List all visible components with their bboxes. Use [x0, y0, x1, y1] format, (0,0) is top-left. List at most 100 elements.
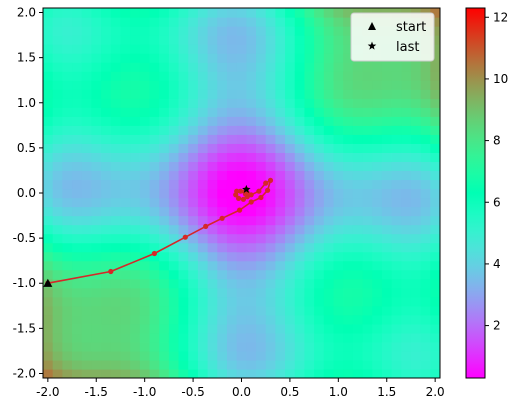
heatmap-cell: [159, 44, 170, 54]
heatmap-cell: [352, 314, 364, 325]
heatmap-cell: [420, 134, 431, 144]
heatmap-cell: [294, 26, 306, 36]
heatmap-cell: [226, 269, 238, 280]
heatmap-cell: [246, 224, 257, 235]
heatmap-cell: [381, 269, 393, 280]
heatmap-cell: [110, 215, 122, 226]
heatmap-cell: [294, 323, 306, 334]
heatmap-cell: [246, 89, 257, 99]
heatmap-cell: [168, 242, 180, 253]
heatmap-cell: [410, 215, 422, 226]
heatmap-cell: [275, 80, 286, 90]
heatmap-cell: [323, 125, 335, 135]
x-tick-label: -0.5: [181, 385, 204, 399]
heatmap-cell: [236, 278, 247, 289]
heatmap-cell: [207, 161, 218, 172]
heatmap-cell: [265, 269, 276, 280]
heatmap-cell: [323, 323, 335, 334]
heatmap-cell: [352, 98, 364, 108]
heatmap-cell: [207, 215, 218, 226]
heatmap-cell: [62, 35, 73, 45]
heatmap-cell: [265, 98, 276, 108]
heatmap-cell: [285, 179, 296, 190]
heatmap-cell: [43, 161, 54, 172]
heatmap-cell: [197, 143, 209, 153]
heatmap-cell: [256, 305, 267, 316]
heatmap-cell: [81, 44, 93, 54]
heatmap-cell: [362, 242, 373, 253]
heatmap-cell: [43, 314, 54, 325]
heatmap-cell: [168, 341, 180, 352]
heatmap-cell: [81, 107, 93, 117]
heatmap-cell: [236, 350, 247, 361]
heatmap-cell: [217, 287, 228, 298]
heatmap-cell: [139, 359, 151, 370]
heatmap-cell: [81, 287, 93, 298]
heatmap-cell: [178, 332, 189, 343]
heatmap-cell: [265, 359, 276, 370]
trajectory-point: [263, 180, 269, 186]
heatmap-cell: [120, 170, 131, 181]
heatmap-cell: [401, 206, 412, 217]
heatmap-cell: [217, 71, 228, 81]
heatmap-cell: [168, 17, 180, 27]
heatmap-cell: [130, 152, 141, 163]
heatmap-cell: [130, 242, 141, 253]
heatmap-cell: [333, 215, 344, 226]
heatmap-cell: [91, 26, 102, 36]
heatmap-cell: [333, 17, 344, 27]
heatmap-cell: [52, 251, 63, 262]
heatmap-cell: [110, 251, 122, 262]
heatmap-cell: [420, 170, 431, 181]
heatmap-cell: [314, 89, 325, 99]
heatmap-cell: [381, 332, 393, 343]
heatmap-cell: [91, 305, 102, 316]
heatmap-cell: [236, 116, 247, 126]
heatmap-cell: [159, 170, 170, 181]
heatmap-cell: [285, 89, 296, 99]
heatmap-cell: [285, 251, 296, 262]
heatmap-cell: [401, 107, 412, 117]
heatmap-cell: [420, 206, 431, 217]
heatmap-cell: [246, 134, 257, 144]
heatmap-cell: [197, 188, 209, 199]
heatmap-cell: [81, 134, 93, 144]
heatmap-cell: [62, 197, 73, 208]
heatmap-cell: [72, 233, 83, 244]
heatmap-cell: [343, 242, 354, 253]
y-tick-label: -1.0: [13, 276, 36, 290]
heatmap-cell: [246, 80, 257, 90]
heatmap-cell: [81, 206, 93, 217]
heatmap-cell: [333, 35, 344, 45]
heatmap-cell: [381, 206, 393, 217]
heatmap-cell: [333, 8, 344, 18]
heatmap-cell: [323, 53, 335, 63]
heatmap-cell: [323, 305, 335, 316]
heatmap-cell: [362, 197, 373, 208]
heatmap-cell: [343, 314, 354, 325]
heatmap-cell: [275, 35, 286, 45]
heatmap-cell: [304, 206, 315, 217]
heatmap-cell: [52, 179, 63, 190]
heatmap-cell: [139, 71, 151, 81]
heatmap-cell: [217, 332, 228, 343]
trajectory-point: [256, 188, 262, 194]
heatmap-cell: [410, 350, 422, 361]
heatmap-cell: [430, 44, 440, 54]
heatmap-cell: [101, 26, 112, 36]
heatmap-cell: [62, 17, 73, 27]
heatmap-cell: [178, 368, 189, 378]
heatmap-cell: [285, 260, 296, 271]
heatmap-cell: [420, 188, 431, 199]
heatmap-cell: [294, 287, 306, 298]
heatmap-cell: [159, 215, 170, 226]
heatmap-cell: [304, 242, 315, 253]
heatmap-cell: [130, 206, 141, 217]
heatmap-cell: [217, 179, 228, 190]
heatmap-cell: [410, 314, 422, 325]
heatmap-cell: [314, 188, 325, 199]
heatmap-cell: [381, 260, 393, 271]
heatmap-cell: [294, 116, 306, 126]
heatmap-cell: [401, 269, 412, 280]
